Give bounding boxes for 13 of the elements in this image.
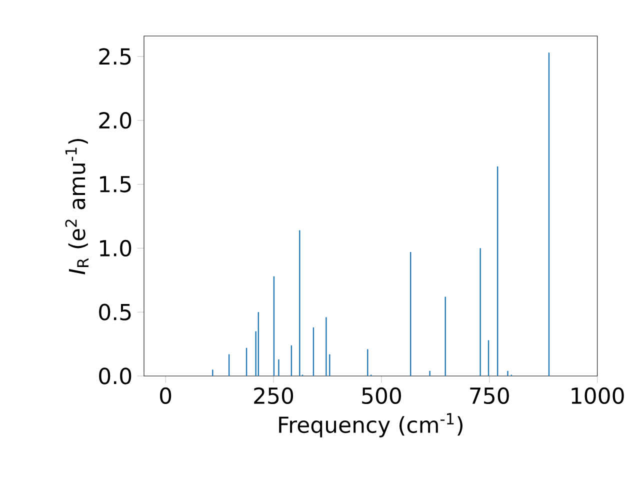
y-tick-label: 0.5: [99, 304, 131, 320]
y-tick-label: 1.5: [100, 176, 131, 192]
x-tick-label: 0: [160, 387, 172, 404]
x-tick-label: 500: [362, 387, 401, 404]
y-tick-label: 1.0: [100, 240, 132, 257]
y-tick-label: 0.0: [99, 368, 132, 384]
y-tick-label: 2.0: [99, 112, 132, 129]
x-tick-label: 750: [470, 387, 509, 404]
y-axis-title: I$_{R}$ (e$^{2}$ amu$^{-1}$): [65, 138, 88, 274]
y-tick-label: 2.5: [99, 48, 131, 65]
x-axis-title: Frequency (cm$^{-1}$): [279, 413, 462, 438]
x-tick-label: 1000: [572, 387, 624, 404]
x-tick-label: 250: [254, 387, 294, 404]
